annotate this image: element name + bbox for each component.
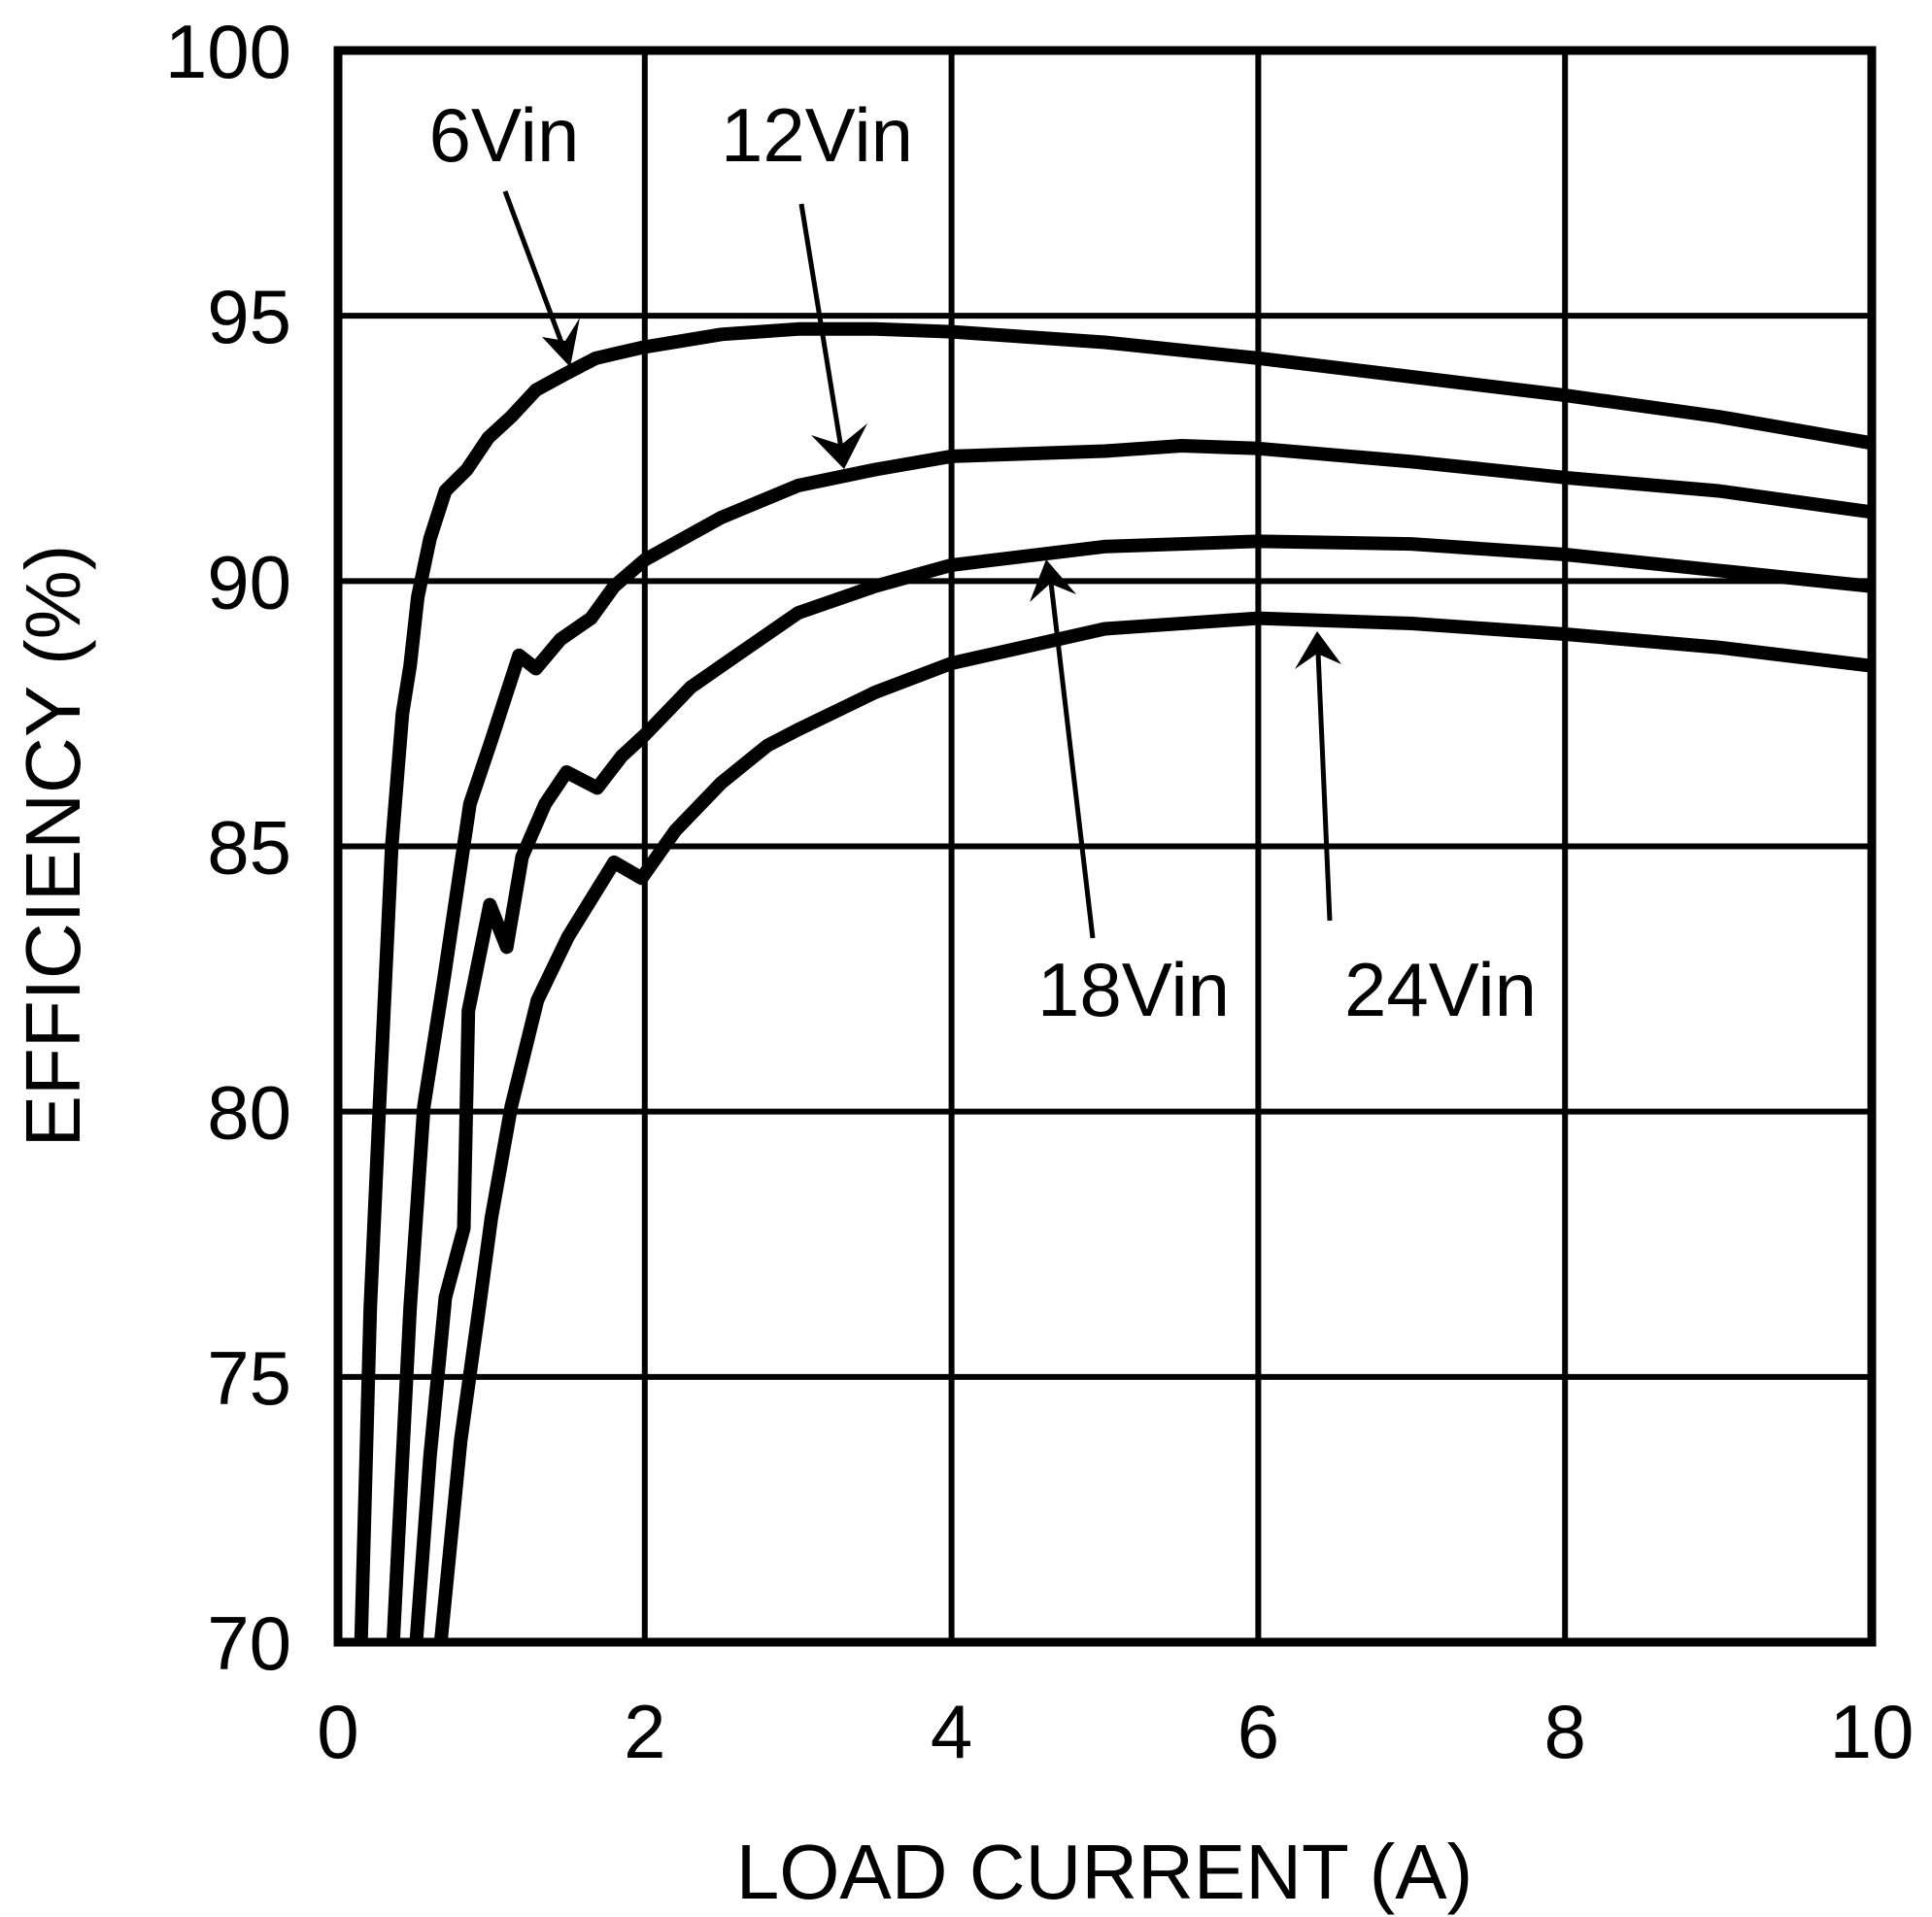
x-tick-label: 6 — [1237, 1689, 1279, 1774]
x-tick-label: 10 — [1830, 1689, 1915, 1774]
x-axis-title: LOAD CURRENT (A) — [736, 1829, 1474, 1915]
arrow-6vin-icon — [502, 190, 580, 367]
y-tick-label: 85 — [207, 805, 291, 891]
curve-6vin — [354, 321, 1874, 1643]
y-tick-label: 95 — [207, 274, 291, 359]
y-axis-title: EFFICIENCY (%) — [10, 545, 96, 1148]
x-tick-label: 8 — [1544, 1689, 1586, 1774]
arrow-24vin-icon — [1295, 631, 1341, 922]
label-24vin: 24Vin — [1344, 947, 1537, 1032]
label-6vin: 6Vin — [429, 92, 580, 178]
y-tick-label: 75 — [207, 1335, 291, 1421]
y-tick-label: 90 — [207, 539, 291, 624]
arrow-12vin-icon — [798, 203, 867, 469]
plot-frame — [333, 46, 1877, 1647]
x-tick-label: 4 — [931, 1689, 972, 1774]
label-18vin: 18Vin — [1037, 947, 1230, 1032]
x-tick-label: 0 — [317, 1689, 358, 1774]
grid — [335, 48, 1875, 1645]
y-tick-label: 100 — [165, 9, 291, 94]
y-axis-ticks: 70 75 80 85 90 95 100 — [165, 9, 291, 1686]
x-tick-label: 2 — [624, 1689, 665, 1774]
arrow-18vin-icon — [1030, 559, 1096, 939]
curve-18vin — [409, 534, 1873, 1643]
y-tick-label: 70 — [207, 1600, 291, 1686]
curve-24vin — [433, 611, 1873, 1643]
x-axis-ticks: 0 2 4 6 8 10 — [317, 1689, 1914, 1774]
y-tick-label: 80 — [207, 1070, 291, 1156]
label-12vin: 12Vin — [721, 92, 913, 178]
data-curves — [354, 321, 1874, 1643]
curve-12vin — [386, 439, 1873, 1643]
